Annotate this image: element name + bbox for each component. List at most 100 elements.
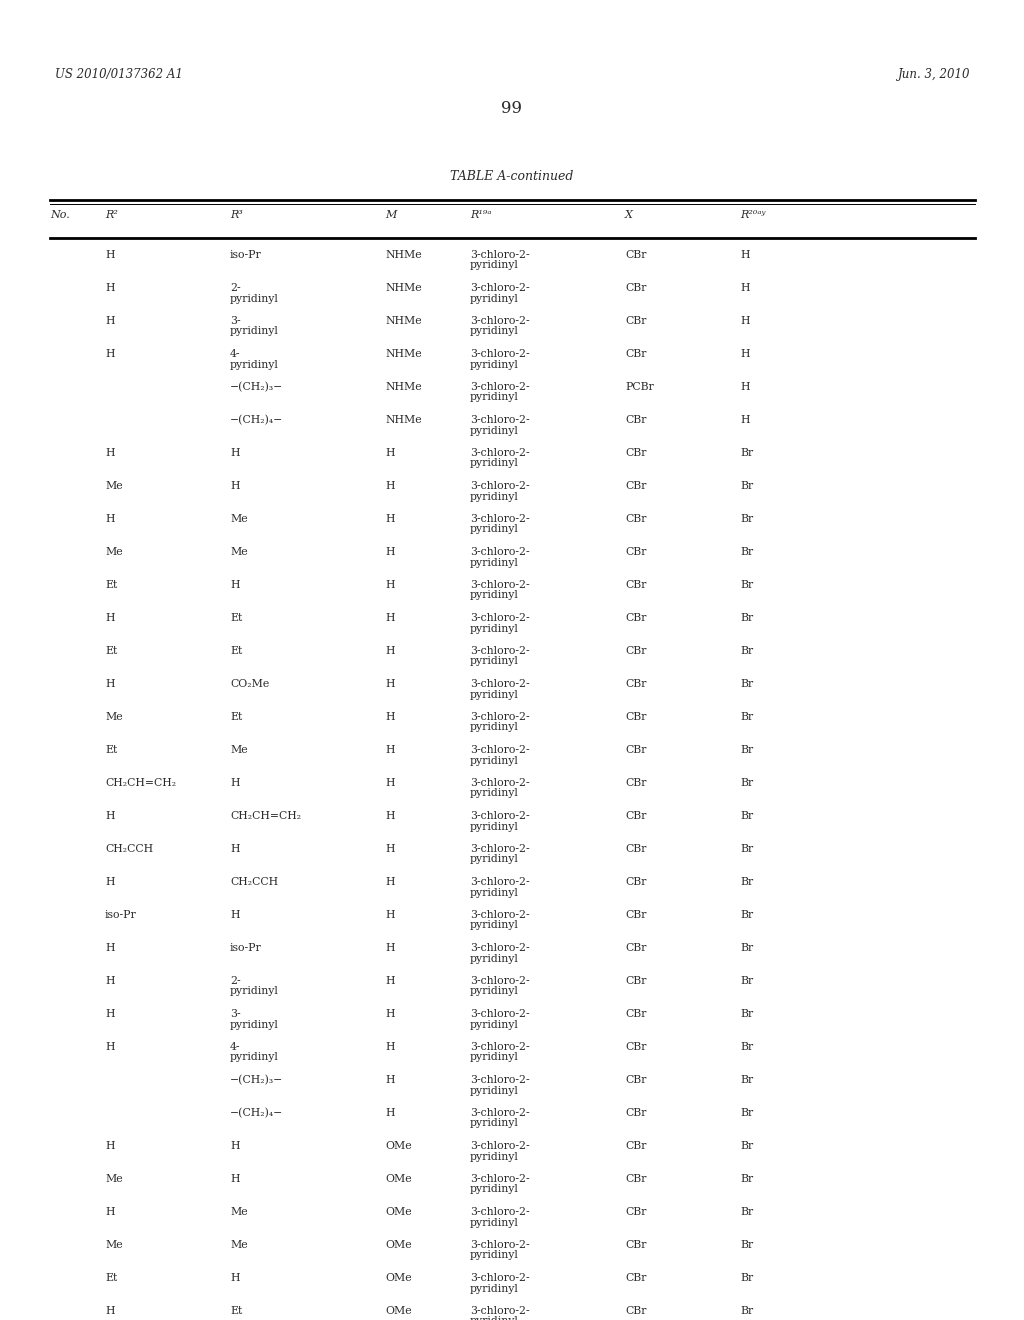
Text: 4-: 4- [230, 348, 241, 359]
Text: 3-chloro-2-: 3-chloro-2- [470, 711, 529, 722]
Text: H: H [385, 1107, 394, 1118]
Text: H: H [385, 579, 394, 590]
Text: CBr: CBr [625, 282, 646, 293]
Text: Me: Me [230, 1239, 248, 1250]
Text: Br: Br [740, 1272, 753, 1283]
Text: 3-chloro-2-: 3-chloro-2- [470, 744, 529, 755]
Text: 3-chloro-2-: 3-chloro-2- [470, 249, 529, 260]
Text: Br: Br [740, 876, 753, 887]
Text: H: H [385, 777, 394, 788]
Text: 3-chloro-2-: 3-chloro-2- [470, 348, 529, 359]
Text: OMe: OMe [385, 1239, 412, 1250]
Text: pyridinyl: pyridinyl [470, 359, 519, 370]
Text: H: H [230, 1173, 240, 1184]
Text: CBr: CBr [625, 480, 646, 491]
Text: 2-: 2- [230, 282, 241, 293]
Text: H: H [230, 777, 240, 788]
Text: pyridinyl: pyridinyl [470, 524, 519, 535]
Text: pyridinyl: pyridinyl [470, 425, 519, 436]
Text: NHMe: NHMe [385, 315, 422, 326]
Text: −(CH₂)₄−: −(CH₂)₄− [230, 414, 284, 425]
Text: iso-Pr: iso-Pr [230, 249, 262, 260]
Text: 3-: 3- [230, 315, 241, 326]
Text: pyridinyl: pyridinyl [470, 590, 519, 601]
Text: Me: Me [105, 711, 123, 722]
Text: 3-chloro-2-: 3-chloro-2- [470, 1173, 529, 1184]
Text: H: H [740, 249, 750, 260]
Text: H: H [230, 1140, 240, 1151]
Text: Br: Br [740, 513, 753, 524]
Text: CH₂CH=CH₂: CH₂CH=CH₂ [105, 777, 176, 788]
Text: R¹⁹ᵃ: R¹⁹ᵃ [470, 210, 492, 220]
Text: Br: Br [740, 810, 753, 821]
Text: H: H [385, 843, 394, 854]
Text: pyridinyl: pyridinyl [470, 821, 519, 832]
Text: H: H [105, 282, 115, 293]
Text: H: H [385, 909, 394, 920]
Text: 3-chloro-2-: 3-chloro-2- [470, 1041, 529, 1052]
Text: 3-chloro-2-: 3-chloro-2- [470, 1305, 529, 1316]
Text: Et: Et [230, 1305, 243, 1316]
Text: H: H [385, 447, 394, 458]
Text: pyridinyl: pyridinyl [470, 953, 519, 964]
Text: No.: No. [50, 210, 70, 220]
Text: pyridinyl: pyridinyl [230, 326, 279, 337]
Text: Br: Br [740, 843, 753, 854]
Text: H: H [385, 612, 394, 623]
Text: R²: R² [105, 210, 118, 220]
Text: pyridinyl: pyridinyl [470, 689, 519, 700]
Text: H: H [105, 1008, 115, 1019]
Text: pyridinyl: pyridinyl [230, 1052, 279, 1063]
Text: H: H [740, 348, 750, 359]
Text: H: H [105, 612, 115, 623]
Text: H: H [105, 678, 115, 689]
Text: H: H [385, 513, 394, 524]
Text: CBr: CBr [625, 744, 646, 755]
Text: iso-Pr: iso-Pr [230, 942, 262, 953]
Text: pyridinyl: pyridinyl [230, 986, 279, 997]
Text: 3-chloro-2-: 3-chloro-2- [470, 1206, 529, 1217]
Text: pyridinyl: pyridinyl [470, 755, 519, 766]
Text: −(CH₂)₄−: −(CH₂)₄− [230, 1107, 284, 1118]
Text: Et: Et [105, 1272, 118, 1283]
Text: R³: R³ [230, 210, 243, 220]
Text: Me: Me [105, 546, 123, 557]
Text: CBr: CBr [625, 711, 646, 722]
Text: H: H [105, 1041, 115, 1052]
Text: OMe: OMe [385, 1206, 412, 1217]
Text: Br: Br [740, 678, 753, 689]
Text: pyridinyl: pyridinyl [470, 491, 519, 502]
Text: H: H [385, 1008, 394, 1019]
Text: Me: Me [230, 513, 248, 524]
Text: H: H [105, 876, 115, 887]
Text: NHMe: NHMe [385, 249, 422, 260]
Text: Br: Br [740, 480, 753, 491]
Text: pyridinyl: pyridinyl [470, 1184, 519, 1195]
Text: CBr: CBr [625, 975, 646, 986]
Text: iso-Pr: iso-Pr [105, 909, 137, 920]
Text: Et: Et [105, 579, 118, 590]
Text: CBr: CBr [625, 612, 646, 623]
Text: NHMe: NHMe [385, 282, 422, 293]
Text: H: H [740, 414, 750, 425]
Text: H: H [105, 810, 115, 821]
Text: X: X [625, 210, 633, 220]
Text: CBr: CBr [625, 1008, 646, 1019]
Text: −(CH₂)₃−: −(CH₂)₃− [230, 1074, 284, 1085]
Text: 3-chloro-2-: 3-chloro-2- [470, 645, 529, 656]
Text: H: H [385, 876, 394, 887]
Text: pyridinyl: pyridinyl [470, 1052, 519, 1063]
Text: Br: Br [740, 1140, 753, 1151]
Text: 4-: 4- [230, 1041, 241, 1052]
Text: Et: Et [230, 645, 243, 656]
Text: H: H [385, 942, 394, 953]
Text: H: H [385, 975, 394, 986]
Text: 3-chloro-2-: 3-chloro-2- [470, 414, 529, 425]
Text: TABLE A-continued: TABLE A-continued [451, 170, 573, 183]
Text: 3-chloro-2-: 3-chloro-2- [470, 513, 529, 524]
Text: CBr: CBr [625, 1140, 646, 1151]
Text: Br: Br [740, 447, 753, 458]
Text: 3-chloro-2-: 3-chloro-2- [470, 678, 529, 689]
Text: pyridinyl: pyridinyl [230, 293, 279, 304]
Text: H: H [385, 645, 394, 656]
